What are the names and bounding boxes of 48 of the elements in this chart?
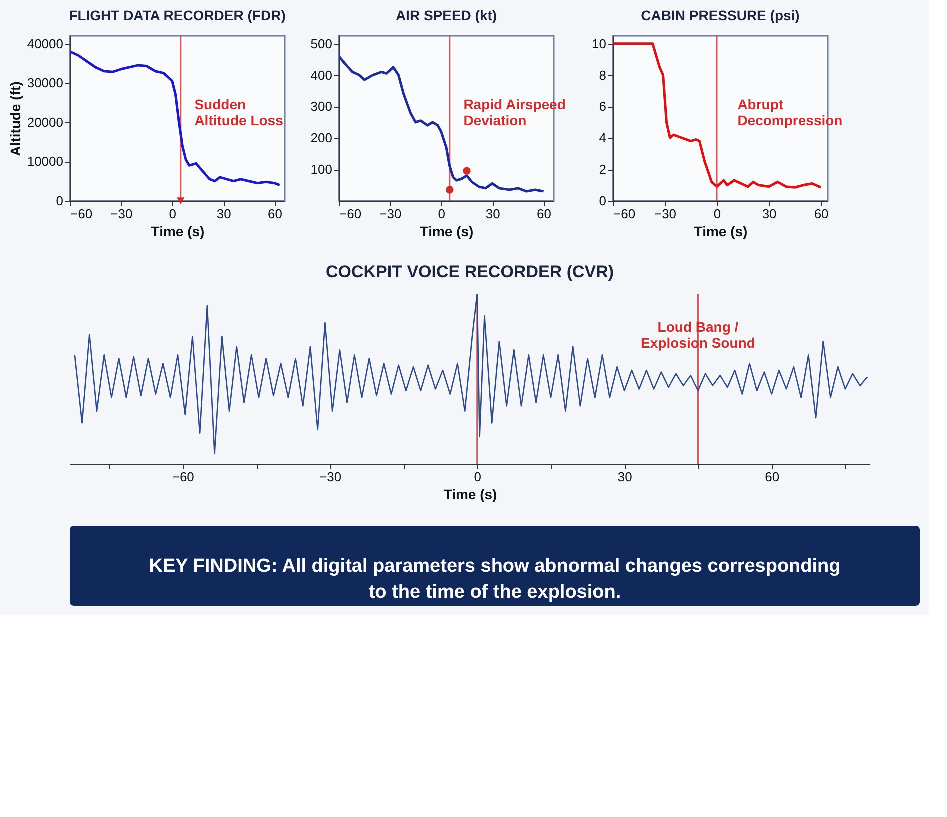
y-tick-label: 100: [310, 162, 332, 178]
x-axis-title: Time (s): [420, 224, 474, 240]
y-tick-label: 0: [599, 194, 606, 208]
y-tick-label: 2: [599, 162, 606, 178]
x-tick-label: 30: [618, 470, 632, 484]
x-tick-label: 0: [474, 470, 482, 484]
annotation: Sudden Altitude Loss: [194, 96, 284, 128]
x-axis-title: Time (s): [151, 224, 205, 240]
y-tick-label: 10: [592, 36, 606, 52]
x-tick-label: 30: [762, 206, 777, 222]
y-tick-label: 10000: [27, 154, 64, 170]
chart-title: AIR SPEED (kt): [396, 7, 498, 24]
x-tick-label: −30: [110, 206, 133, 222]
x-tick-label: 30: [486, 206, 500, 222]
y-tick-label: 30000: [27, 76, 64, 91]
chart-title: FLIGHT DATA RECORDER (FDR): [69, 7, 286, 24]
y-tick-label: 6: [599, 99, 606, 114]
x-tick-label: −30: [654, 206, 677, 222]
x-tick-label: −60: [172, 470, 194, 484]
x-tick-label: −30: [320, 470, 342, 484]
x-tick-label: 30: [216, 206, 232, 222]
y-tick-label: 40000: [27, 36, 64, 52]
x-axis-title: Time (s): [694, 224, 748, 240]
x-tick-label: −60: [70, 206, 93, 222]
x-tick-label: −60: [340, 206, 362, 222]
y-tick-label: 4: [599, 130, 606, 146]
chart-title: COCKPIT VOICE RECORDER (CVR): [326, 262, 614, 282]
x-tick-label: 60: [268, 206, 282, 222]
y-tick-label: 20000: [27, 114, 64, 130]
x-tick-label: 60: [814, 206, 829, 222]
x-axis-title: Time (s): [444, 486, 498, 502]
y-tick-label: 300: [310, 99, 332, 114]
x-tick-label: 60: [537, 206, 552, 222]
x-tick-label: 0: [438, 206, 446, 222]
y-tick-label: 500: [310, 36, 332, 52]
y-tick-label: 8: [599, 68, 606, 83]
y-tick-label: 400: [310, 68, 332, 83]
y-tick-label: 0: [56, 194, 64, 208]
x-tick-label: 0: [169, 206, 176, 222]
x-tick-label: −60: [614, 206, 636, 222]
line-series: [70, 50, 282, 187]
y-axis-title: Altitude (ft): [7, 82, 24, 156]
chart-title: CABIN PRESSURE (psi): [641, 7, 800, 24]
y-tick-label: 200: [310, 130, 332, 146]
x-tick-label: 60: [765, 470, 780, 484]
text: KEY FINDING: All digital parameters show abnormal changes corresponding to the time of the explosion.: [149, 556, 841, 603]
x-tick-label: 0: [714, 206, 722, 222]
x-tick-label: −30: [380, 206, 402, 222]
